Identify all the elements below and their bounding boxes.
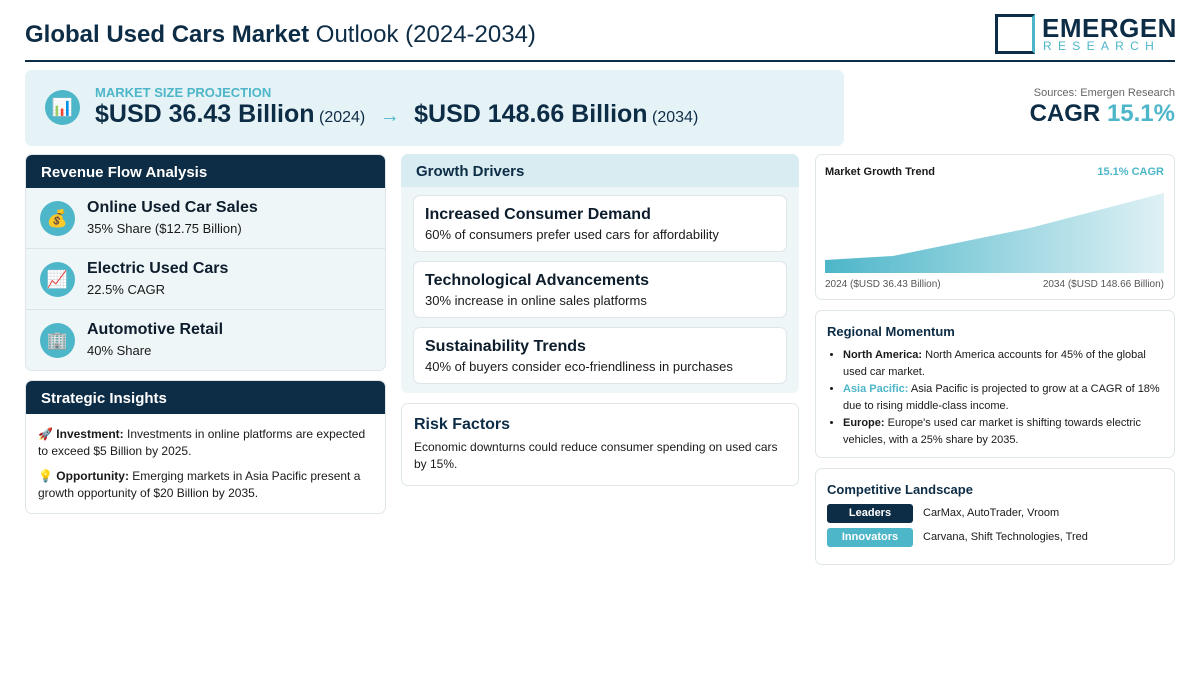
region-name: Asia Pacific: <box>843 383 909 395</box>
driver: Increased Consumer Demand 60% of consumer… <box>413 195 787 252</box>
item-detail: 35% Share ($12.75 Billion) <box>87 221 242 236</box>
driver-text: 40% of buyers consider eco-friendliness … <box>425 359 733 374</box>
projection-box: 📊 MARKET SIZE PROJECTION $USD 36.43 Bill… <box>25 70 844 146</box>
card-title: Regional Momentum <box>827 324 955 339</box>
risk-card: Risk Factors Economic downturns could re… <box>401 403 799 486</box>
area-shape <box>825 193 1164 273</box>
region-item: Asia Pacific: Asia Pacific is projected … <box>843 381 1164 414</box>
revenue-item: 💰 Online Used Car Sales 35% Share ($12.75 … <box>26 188 385 249</box>
logo-mark <box>995 14 1035 54</box>
regional-list: North America: North America accounts fo… <box>828 347 1164 449</box>
cagr-label: CAGR <box>1029 100 1101 127</box>
risk-text: Economic downturns could reduce consumer… <box>414 440 778 471</box>
trend-area <box>825 193 1164 273</box>
driver-title: Technological Advancements <box>425 272 650 289</box>
cagr: CAGR 15.1% <box>1030 100 1175 128</box>
region-item: North America: North America accounts fo… <box>843 347 1164 380</box>
insight-label: Opportunity: <box>56 469 129 483</box>
arrow: → <box>379 105 400 127</box>
logo-sub: RESEARCH <box>1043 39 1161 53</box>
trend-start: 2024 ($USD 36.43 Billion) <box>825 279 941 290</box>
end-value: $USD 148.66 Billion <box>414 100 648 128</box>
revenue-card: Revenue Flow Analysis 💰 Online Used Car S… <box>25 154 386 371</box>
comp-row: Innovators Carvana, Shift Technologies, T… <box>827 528 1088 547</box>
driver-title: Sustainability Trends <box>425 338 586 355</box>
card-title: Revenue Flow Analysis <box>26 155 385 188</box>
region-item: Europe: Europe's used car market is shif… <box>843 415 1164 448</box>
region-name: North America: <box>843 349 923 361</box>
projection-label: MARKET SIZE PROJECTION <box>95 85 272 100</box>
region-name: Europe: <box>843 417 885 429</box>
icon: 🚀 <box>38 427 53 441</box>
insight-text: Investments in online platforms are expe… <box>38 427 366 458</box>
item-title: Online Used Car Sales <box>87 199 258 216</box>
title-rest: Outlook (2024-2034) <box>315 21 536 48</box>
card-title: Strategic Insights <box>26 381 385 414</box>
competitive-card: Competitive Landscape Leaders CarMax, Aut… <box>815 468 1175 565</box>
insights-body: 🚀 Investment: Investments in online plat… <box>26 414 385 501</box>
card-title: Growth Drivers <box>401 154 799 187</box>
item-detail: 22.5% CAGR <box>87 282 166 297</box>
insight-text: Emerging markets in Asia Pacific present… <box>38 469 361 500</box>
trend-badge: 15.1% CAGR <box>1097 166 1164 178</box>
card-title: Competitive Landscape <box>827 482 973 497</box>
insights-card: Strategic Insights 🚀 Investment: Investm… <box>25 380 386 514</box>
icon: 🏢 <box>40 323 75 358</box>
card-title: Risk Factors <box>414 416 511 433</box>
trend-title: Market Growth Trend <box>825 166 936 178</box>
driver-text: 30% increase in online sales platforms <box>425 293 647 308</box>
drivers-card: Growth Drivers Increased Consumer Demand… <box>401 154 799 393</box>
region-text: Europe's used car market is shifting tow… <box>843 417 1141 446</box>
end-year: (2034) <box>652 109 699 126</box>
driver: Technological Advancements 30% increase i… <box>413 261 787 318</box>
insight: 🚀 Investment: Investments in online plat… <box>38 426 373 459</box>
comp-tag: Leaders <box>827 504 913 523</box>
item-title: Automotive Retail <box>87 321 224 338</box>
cagr-value: 15.1% <box>1106 100 1175 127</box>
region-text: Asia Pacific is projected to grow at a C… <box>843 383 1160 412</box>
comp-row: Leaders CarMax, AutoTrader, Vroom <box>827 504 1059 523</box>
comp-names: CarMax, AutoTrader, Vroom <box>923 507 1060 519</box>
insight: 💡 Opportunity: Emerging markets in Asia … <box>38 468 373 501</box>
logo-name: EMERGEN <box>1042 13 1177 43</box>
driver-title: Increased Consumer Demand <box>425 206 651 223</box>
trend-card: Market Growth Trend 15.1% CAGR 2024 ($US… <box>815 154 1175 300</box>
revenue-item: 🏢 Automotive Retail 40% Share <box>26 310 385 370</box>
header-rule <box>25 60 1175 62</box>
source: Sources: Emergen Research <box>1033 87 1175 99</box>
item-detail: 40% Share <box>87 343 152 358</box>
start-year: (2024) <box>318 109 366 126</box>
projection-values: $USD 36.43 Billion (2024) → $USD 148.66 … <box>95 100 698 129</box>
insight-label: Investment: <box>56 427 124 441</box>
title-bold: Global Used Cars Market <box>25 21 310 48</box>
page-title: Global Used Cars Market Outlook (2024-20… <box>25 21 536 49</box>
regional-card: Regional Momentum North America: North A… <box>815 310 1175 458</box>
driver: Sustainability Trends 40% of buyers consi… <box>413 327 787 384</box>
item-title: Electric Used Cars <box>87 260 229 277</box>
projection-icon: 📊 <box>45 90 80 125</box>
comp-tag: Innovators <box>827 528 913 547</box>
icon: 💰 <box>40 201 75 236</box>
icon: 📈 <box>40 262 75 297</box>
driver-text: 60% of consumers prefer used cars for af… <box>425 227 719 242</box>
region-text: North America accounts for 45% of the gl… <box>843 349 1146 378</box>
start-value: $USD 36.43 Billion <box>95 100 315 128</box>
revenue-item: 📈 Electric Used Cars 22.5% CAGR <box>26 249 385 310</box>
icon: 💡 <box>38 469 53 483</box>
comp-names: Carvana, Shift Technologies, Tred <box>923 531 1088 543</box>
trend-end: 2034 ($USD 148.66 Billion) <box>1042 279 1164 290</box>
